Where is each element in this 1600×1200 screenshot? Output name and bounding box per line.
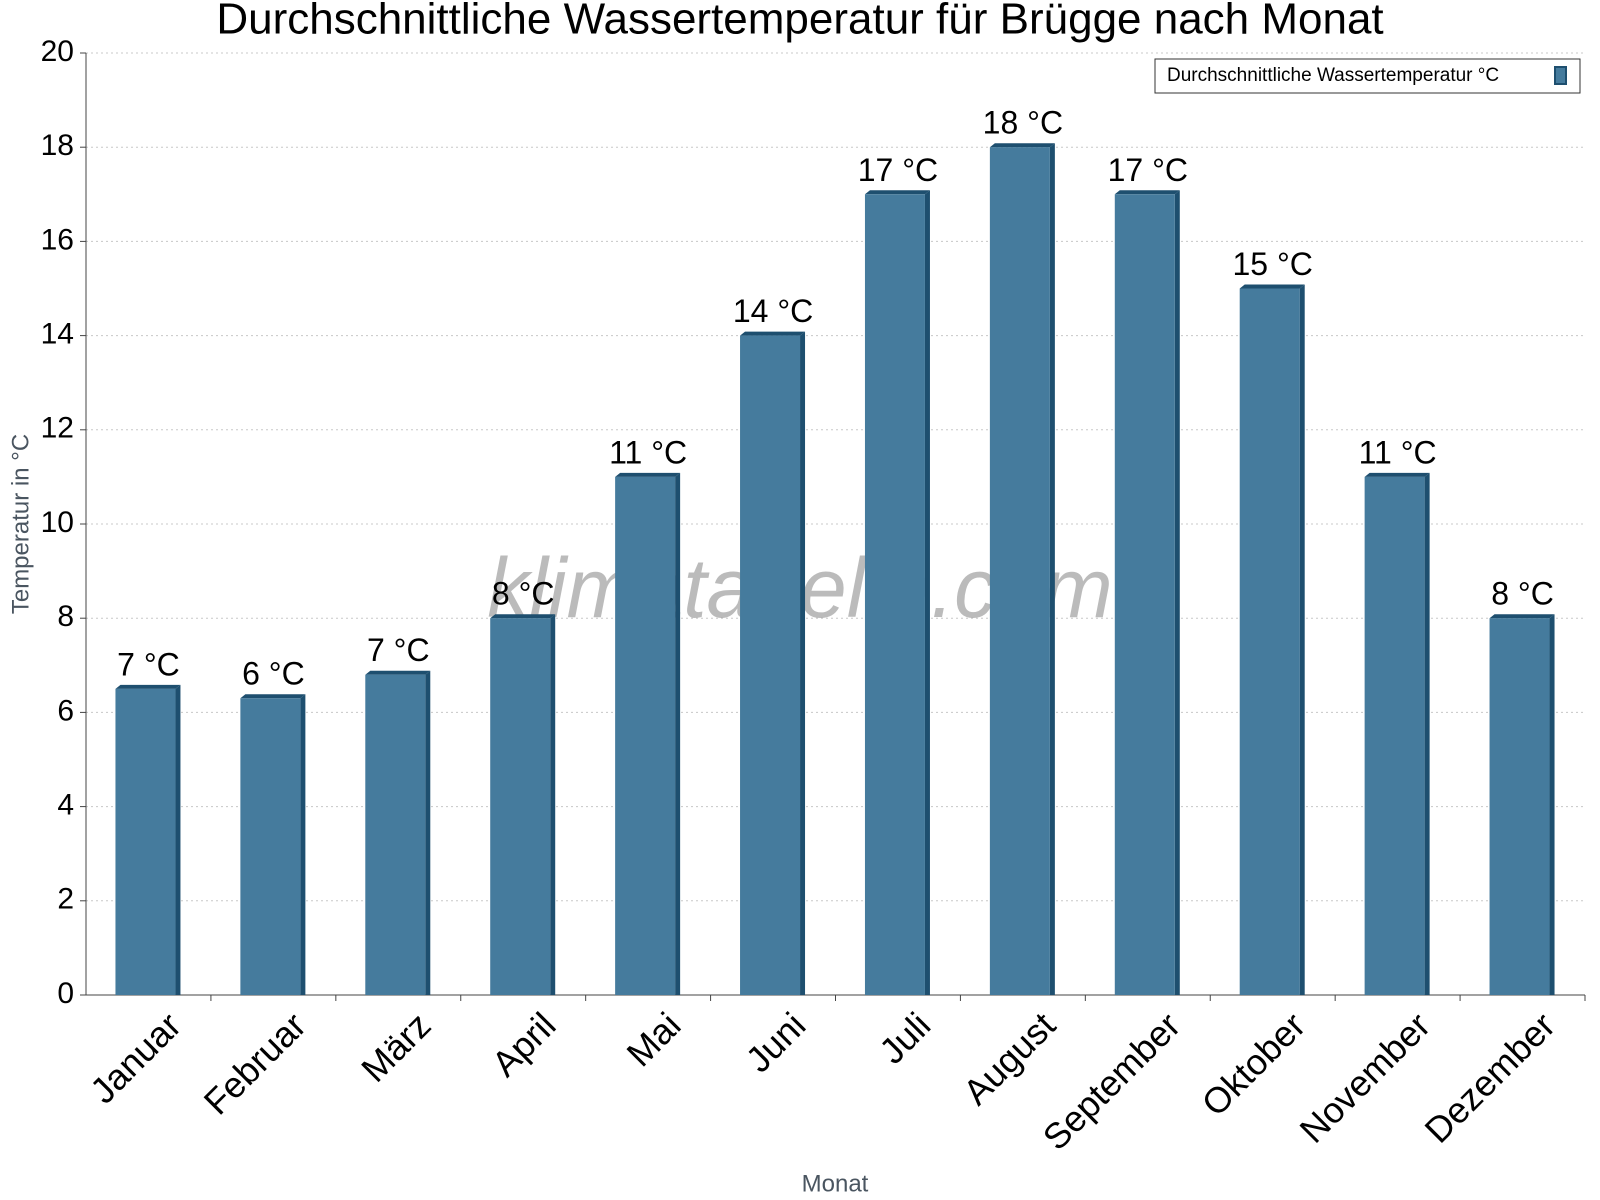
bar-shade [1299, 284, 1305, 995]
x-tick-label: Dezember [1417, 1004, 1563, 1150]
bar [365, 674, 426, 995]
y-tick-label: 14 [41, 318, 74, 351]
bar-shade [924, 190, 930, 996]
x-tick-label: Januar [82, 1004, 189, 1111]
y-tick-label: 4 [57, 789, 74, 822]
bar-shade [300, 694, 306, 995]
legend-box [1154, 58, 1581, 94]
bar-shade [175, 684, 181, 995]
x-tick-label: Juli [871, 1004, 938, 1071]
value-label: 6 °C [242, 656, 305, 692]
bar-shade [1549, 614, 1555, 995]
bar [864, 194, 925, 996]
bar [1489, 618, 1550, 995]
bar-shade [1114, 190, 1180, 195]
y-tick-label: 20 [41, 35, 74, 68]
y-tick-label: 6 [57, 694, 74, 727]
bar [1364, 476, 1425, 995]
y-tick-label: 10 [41, 506, 74, 539]
x-tick-label: Oktober [1194, 1004, 1314, 1124]
bar-shade [1174, 190, 1180, 996]
bar-shade [490, 614, 556, 619]
bar [740, 335, 801, 996]
x-tick-label: September [1035, 1004, 1189, 1158]
y-tick-label: 0 [57, 977, 74, 1010]
value-label: 17 °C [858, 152, 938, 188]
x-tick-label: August [955, 1004, 1063, 1112]
x-tick-label: Mai [618, 1004, 688, 1074]
bar-shade [365, 670, 431, 675]
bar-shade [615, 472, 681, 477]
x-tick-label: März [353, 1004, 439, 1090]
y-tick-label: 16 [41, 223, 74, 256]
bar-shade [675, 472, 681, 995]
bar-shade [989, 143, 1055, 148]
bar-shade [240, 694, 306, 699]
legend-swatch [1554, 66, 1567, 85]
value-label: 7 °C [367, 632, 430, 668]
bar [240, 698, 301, 995]
y-tick-label: 2 [57, 883, 74, 916]
x-tick-label: Juni [738, 1004, 814, 1080]
bar [490, 618, 551, 995]
y-tick-label: 12 [41, 412, 74, 445]
value-label: 11 °C [1359, 434, 1437, 470]
bar-shade [1364, 472, 1430, 477]
y-tick-label: 18 [41, 129, 74, 162]
bar-shade [740, 331, 806, 336]
bar-shade [864, 190, 930, 195]
bar-shade [550, 614, 556, 995]
legend-label: Durchschnittliche Wassertemperatur °C [1167, 65, 1499, 86]
bar [115, 688, 176, 995]
bar-shade [425, 670, 431, 995]
value-label: 14 °C [733, 293, 813, 329]
y-axis-label: Temperatur in °C [7, 434, 34, 614]
bar-shade [1489, 614, 1555, 619]
bar-shade [800, 331, 806, 996]
bar-shade [1424, 472, 1430, 995]
x-tick-label: Februar [196, 1004, 314, 1122]
value-label: 18 °C [983, 105, 1063, 141]
value-label: 8 °C [492, 576, 555, 612]
bar [615, 476, 676, 995]
chart-title: Durchschnittliche Wassertemperatur für B… [216, 0, 1383, 44]
bar [1114, 194, 1175, 996]
x-tick-label: November [1292, 1004, 1438, 1150]
bar-shade [1239, 284, 1305, 289]
bar [1239, 288, 1300, 995]
value-label: 17 °C [1108, 152, 1188, 188]
x-axis-label: Monat [802, 1170, 869, 1197]
bar [989, 147, 1050, 995]
bar-shade [115, 684, 181, 689]
x-tick-label: April [484, 1004, 564, 1084]
value-label: 8 °C [1491, 576, 1554, 612]
value-label: 11 °C [609, 434, 687, 470]
value-label: 7 °C [117, 646, 180, 682]
y-tick-label: 8 [57, 600, 74, 633]
bar-shade [1049, 143, 1055, 995]
value-label: 15 °C [1233, 246, 1313, 282]
